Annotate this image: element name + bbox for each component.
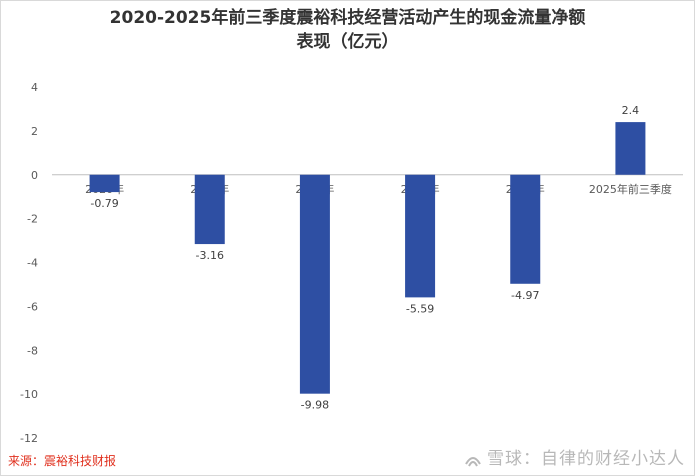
data-label: -3.16 xyxy=(196,249,224,262)
bar xyxy=(405,174,436,298)
watermark: 雪球：自律的财经小达人 xyxy=(463,444,685,469)
source-note: 来源：震裕科技财报 xyxy=(8,454,117,468)
y-tick-label: -12 xyxy=(20,432,38,445)
data-label: -0.79 xyxy=(90,197,118,210)
bar xyxy=(299,174,330,394)
y-tick-label: -4 xyxy=(27,257,38,270)
snowball-logo-icon xyxy=(465,457,481,467)
watermark-text: 雪球：自律的财经小达人 xyxy=(487,449,685,469)
y-tick-label: 4 xyxy=(31,81,38,94)
y-tick-label: 0 xyxy=(31,169,38,182)
bar xyxy=(89,174,120,193)
y-tick-label: -2 xyxy=(27,213,38,226)
data-label: -5.59 xyxy=(406,302,434,315)
data-label: -4.97 xyxy=(511,289,539,302)
y-tick-label: 2 xyxy=(31,125,38,138)
x-tick-label: 2025年前三季度 xyxy=(589,182,672,196)
chart-title-line-1: 2020-2025年前三季度震裕科技经营活动产生的现金流量净额 xyxy=(109,8,586,28)
chart-title: 2020-2025年前三季度震裕科技经营活动产生的现金流量净额 表现（亿元） xyxy=(0,6,695,54)
y-tick-label: -6 xyxy=(27,300,38,313)
y-tick-label: -8 xyxy=(27,344,38,357)
chart-title-line-2: 表现（亿元） xyxy=(296,32,399,52)
data-label: -9.98 xyxy=(301,399,329,412)
bar xyxy=(194,174,225,245)
bar xyxy=(510,174,541,284)
bar xyxy=(615,122,646,175)
data-label: 2.4 xyxy=(622,104,640,117)
y-tick-label: -10 xyxy=(20,388,38,401)
